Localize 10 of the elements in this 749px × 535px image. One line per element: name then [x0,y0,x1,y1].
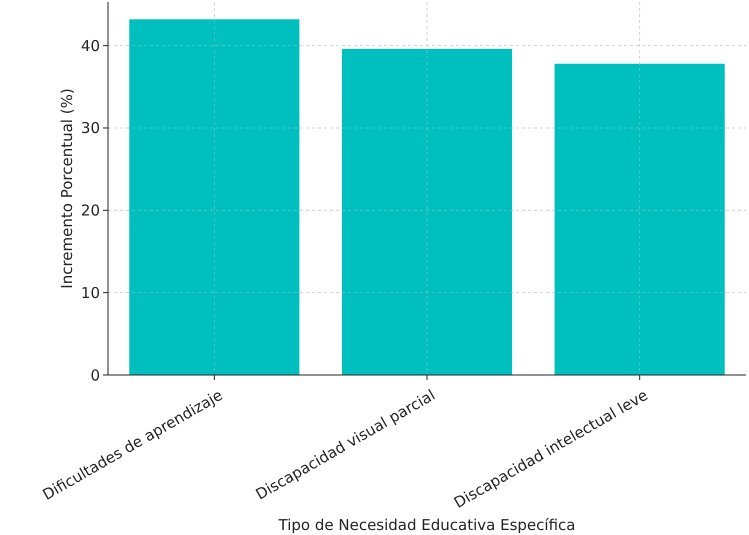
y-tick-label: 10 [80,284,100,302]
y-axis-title: Incremento Porcentual (%) [58,88,76,289]
bar [554,64,725,375]
bar [342,48,512,375]
y-tick-label: 20 [80,202,100,220]
bar [129,19,300,375]
y-tick-label: 0 [90,366,100,384]
y-tick-label: 40 [80,36,100,55]
x-axis-title: Tipo de Necesidad Educativa Específica [278,516,576,534]
y-tick-label: 30 [80,119,100,138]
